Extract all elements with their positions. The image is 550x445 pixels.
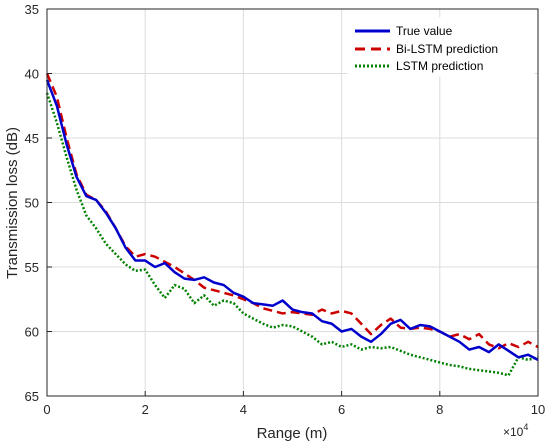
- x-tick-label: 10: [531, 402, 545, 417]
- series-group: [45, 73, 539, 377]
- x-axis-label: Range (m): [257, 425, 328, 442]
- y-tick-label: 55: [25, 260, 39, 275]
- legend-label-bilstm: Bi-LSTM prediction: [396, 42, 498, 56]
- legend-label-lstm: LSTM prediction: [396, 59, 483, 73]
- series-line-bi-lstm-prediction: [45, 73, 539, 350]
- grid: [46, 8, 539, 397]
- x-axis-exponent-base: ×10: [503, 425, 524, 439]
- x-tick-label: 2: [142, 402, 149, 417]
- y-axis-label: Transmission loss (dB): [4, 127, 21, 279]
- y-tick-label: 65: [25, 389, 39, 404]
- legend-label-true: True value: [396, 24, 453, 38]
- x-axis-exponent-power: 4: [523, 422, 528, 432]
- y-tick-label: 45: [25, 131, 39, 146]
- y-tick-label: 50: [25, 196, 39, 211]
- legend: True value Bi-LSTM prediction LSTM predi…: [347, 17, 535, 77]
- x-tick-label: 8: [436, 402, 443, 417]
- x-axis-exponent: ×104: [503, 422, 528, 439]
- series-line-true-value: [45, 79, 539, 361]
- x-tick-label: 0: [43, 402, 50, 417]
- y-tick-label: 40: [25, 67, 39, 82]
- y-tick-label: 35: [25, 2, 39, 17]
- x-tick-label: 6: [338, 402, 345, 417]
- x-tick-label: 4: [240, 402, 247, 417]
- ticks: 0 2 4 6 8 10 35 40 45 50 55 60 65: [25, 2, 546, 417]
- y-tick-label: 60: [25, 325, 39, 340]
